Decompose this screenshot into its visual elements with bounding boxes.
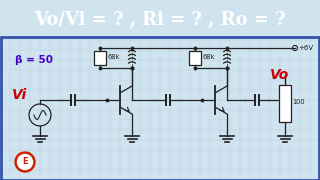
Text: Vi: Vi — [12, 88, 27, 102]
Text: β = 50: β = 50 — [15, 55, 53, 65]
Text: 100: 100 — [292, 100, 305, 105]
Text: +6V: +6V — [299, 45, 314, 51]
Text: 68k: 68k — [108, 54, 120, 60]
Circle shape — [18, 154, 33, 170]
Bar — [189, 51, 201, 65]
Bar — [279, 85, 291, 122]
Text: Vo/Vi = ? , Ri = ? , Ro = ?: Vo/Vi = ? , Ri = ? , Ro = ? — [34, 11, 286, 29]
Text: E: E — [22, 158, 28, 166]
Text: Vo: Vo — [270, 68, 289, 82]
Bar — [94, 51, 106, 65]
Text: 68k: 68k — [203, 54, 215, 60]
Circle shape — [15, 152, 35, 172]
